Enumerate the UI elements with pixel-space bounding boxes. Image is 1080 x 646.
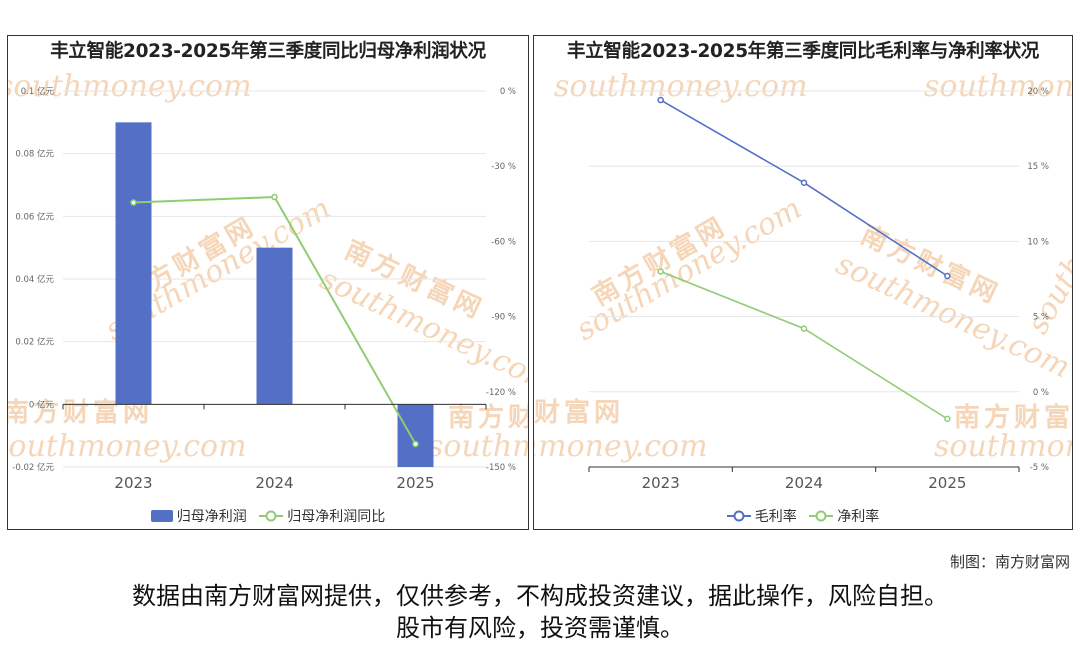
y-right-tick-label: -60 % (491, 237, 516, 247)
net-margin-point-2023 (657, 268, 664, 275)
grid-lines (589, 90, 1019, 468)
y-right-tick-label: -90 % (491, 313, 516, 323)
y-left-tick-label: 0.02 亿元 (15, 337, 54, 348)
watermark-text: southmoney.com (934, 429, 1073, 464)
yoy-point-2023 (130, 199, 137, 206)
chart-title: 丰立智能2023-2025年第三季度同比归母净利润状况 (50, 41, 486, 62)
net-margin-point-2025 (944, 415, 951, 423)
x-tick-label: 2024 (785, 474, 823, 492)
net-profit-chart-panel: southmoney.com 南方财富网 southmoney.com 南方财富网 so… (7, 35, 529, 530)
y-right-tick-label: -150 % (486, 463, 516, 473)
x-tick-label: 2025 (928, 474, 966, 492)
watermark-text: 南方财富网 (954, 402, 1073, 433)
watermark-text: southmoney.com (8, 69, 252, 104)
yoy-point-2025 (412, 440, 419, 448)
line-legend-icon (726, 510, 751, 522)
gross-margin-point-2025 (944, 272, 951, 280)
bar-series (115, 122, 434, 467)
y-right-tick-label: -30 % (491, 162, 516, 172)
legend-item-gross-margin[interactable]: 毛利率 (726, 506, 797, 526)
y-left-tick-label: 0 亿元 (29, 399, 55, 410)
legend: 毛利率 净利率 (534, 506, 1072, 526)
x-tick-label: 2023 (114, 474, 152, 492)
disclaimer-line-2: 股市有风险，投资需谨慎。 (396, 614, 684, 642)
y-right-tick-label: 5 % (1033, 313, 1049, 323)
disclaimer-line-1: 数据由南方财富网提供，仅供参考，不构成投资建议，据此操作，风险自担。 (132, 582, 948, 610)
y-left-tick-label: 0.08 亿元 (15, 149, 54, 160)
y-left-tick-label: -0.02 亿元 (12, 462, 54, 473)
line-legend-icon (259, 510, 284, 522)
watermark-text: 南方财富网 (534, 397, 624, 428)
yoy-line-series (130, 193, 419, 448)
y-right-tick-label: 0 % (500, 87, 516, 97)
legend: 归母净利润 归母净利润同比 (8, 506, 528, 526)
gross-margin-point-2023 (657, 96, 664, 104)
legend-item-net-profit[interactable]: 归母净利润 (150, 506, 247, 526)
chart-credit: 制图：南方财富网 (949, 553, 1070, 571)
watermark-text: southmoney.com (571, 191, 808, 348)
y-left-tick-label: 0.1 亿元 (21, 86, 55, 97)
legend-item-net-profit-yoy[interactable]: 归母净利润同比 (259, 506, 385, 526)
axes: 2023 2024 2025 0.1 亿元 0.08 亿元 0.06 亿元 0.04 亿元 0… (12, 86, 516, 492)
watermark-text: southmoney.com (428, 429, 529, 464)
x-tick-label: 2024 (255, 474, 293, 492)
y-left-tick-label: 0.04 亿元 (15, 274, 54, 285)
net-margin-point-2024 (800, 325, 808, 332)
line-legend-icon (809, 510, 834, 522)
legend-label: 净利率 (837, 509, 880, 525)
bar-2023 (115, 122, 152, 405)
bar-2024 (256, 247, 293, 405)
x-tick-label: 2023 (642, 474, 680, 492)
line-series (657, 96, 951, 423)
legend-label: 归母净利润同比 (287, 509, 386, 525)
legend-label: 归母净利润 (176, 509, 247, 525)
axes: 2023 2024 2025 20 % 15 % 10 % 5 % 0 % -5 % (588, 87, 1049, 492)
y-left-tick-label: 0.06 亿元 (15, 211, 54, 222)
bar-2025 (397, 404, 434, 467)
x-tick-label: 2025 (396, 474, 434, 492)
watermark-text: southmoney.com (554, 69, 808, 104)
y-right-tick-label: 10 % (1027, 237, 1049, 247)
y-right-tick-label: -5 % (1030, 463, 1049, 473)
watermark-text: southmoney.com (534, 429, 708, 464)
watermark-text: southmoney.com (8, 429, 247, 464)
watermark-text: southmoney.com (924, 69, 1073, 104)
yoy-point-2024 (271, 193, 278, 201)
legend-item-net-margin[interactable]: 净利率 (809, 506, 879, 526)
chart-title: 丰立智能2023-2025年第三季度同比毛利率与净利率状况 (567, 41, 1039, 62)
legend-label: 毛利率 (754, 509, 797, 525)
gross-margin-point-2024 (800, 179, 808, 186)
y-right-tick-label: -120 % (486, 388, 516, 398)
bar-legend-icon (150, 510, 173, 522)
watermark-layer: southmoney.comsouthmoney.com南方财富网southmo… (534, 69, 1073, 464)
y-right-tick-label: 15 % (1027, 162, 1049, 172)
y-right-tick-label: 20 % (1027, 87, 1049, 97)
watermark-text: southmoney.com (1021, 103, 1073, 340)
y-right-tick-label: 0 % (1033, 388, 1049, 398)
margin-chart: southmoney.comsouthmoney.com南方财富网southmo… (534, 69, 1073, 492)
margin-chart-panel: southmoney.comsouthmoney.com南方财富网southmo… (533, 35, 1073, 530)
watermark-text: 南方财富网 (448, 402, 529, 433)
